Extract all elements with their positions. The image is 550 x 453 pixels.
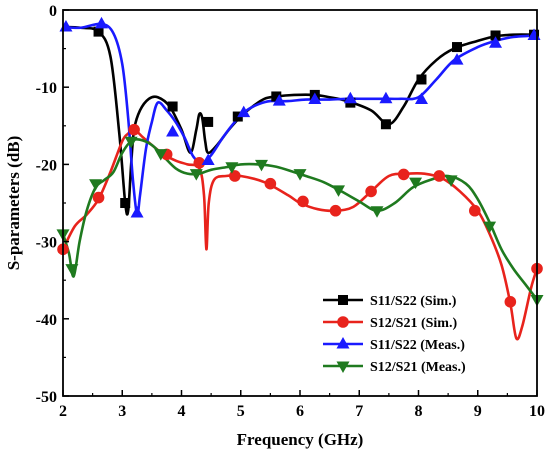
- data-point-2: [193, 157, 206, 169]
- series-markers-3: [59, 16, 541, 218]
- legend-swatch-marker: [338, 295, 348, 305]
- data-point-4: [293, 169, 307, 181]
- data-point-3: [130, 206, 144, 218]
- data-point-1: [93, 26, 104, 37]
- data-point-1: [167, 101, 178, 112]
- data-point-3: [343, 91, 357, 104]
- data-point-2: [365, 185, 377, 198]
- data-point-4: [65, 264, 79, 276]
- data-point-2: [128, 123, 140, 136]
- marker-layer: [56, 16, 544, 308]
- data-point-1: [380, 119, 391, 130]
- legend-swatch-marker: [336, 337, 350, 349]
- data-point-3: [95, 16, 109, 29]
- y-tick-label: -50: [36, 389, 57, 406]
- x-axis-title: Frequency (GHz): [237, 430, 364, 449]
- data-point-4: [189, 169, 203, 181]
- x-tick-label: 7: [355, 403, 363, 420]
- data-point-2: [397, 168, 410, 181]
- data-point-1: [416, 74, 427, 85]
- y-tick-label: -20: [36, 157, 57, 174]
- data-point-2: [468, 204, 481, 217]
- data-point-3: [201, 153, 215, 166]
- legend-label: S11/S22 (Sim.): [370, 294, 457, 309]
- data-point-1: [203, 116, 214, 127]
- data-point-3: [272, 94, 286, 106]
- data-point-2: [297, 195, 309, 208]
- legend-label: S12/S21 (Meas.): [370, 360, 466, 375]
- y-tick-label: -40: [36, 312, 57, 329]
- legend-label: S12/S21 (Sim.): [370, 316, 457, 331]
- x-tick-label: 3: [118, 403, 126, 420]
- x-tick-label: 4: [178, 403, 186, 420]
- series-line-3: [63, 22, 537, 217]
- data-point-3: [489, 36, 503, 48]
- legend-entry: S12/S21 (Meas.): [323, 360, 466, 375]
- y-tick-label: -30: [36, 235, 57, 252]
- x-tick-label: 8: [415, 403, 423, 420]
- legend-entry: S11/S22 (Meas.): [323, 337, 465, 353]
- data-point-4: [409, 177, 423, 190]
- series-markers-2: [57, 123, 543, 308]
- series-line-4: [63, 138, 537, 301]
- data-point-3: [308, 92, 322, 105]
- data-point-1: [120, 198, 131, 208]
- data-point-2: [433, 170, 446, 182]
- data-point-2: [229, 170, 241, 182]
- data-point-4: [154, 149, 168, 161]
- legend-label: S11/S22 (Meas.): [370, 338, 465, 353]
- x-tick-label: 6: [296, 403, 304, 420]
- data-point-1: [490, 30, 501, 41]
- data-point-1: [452, 42, 463, 53]
- x-tick-label: 5: [237, 403, 245, 420]
- legend-entry: S12/S21 (Sim.): [323, 316, 457, 331]
- data-point-2: [264, 177, 277, 190]
- data-point-3: [166, 124, 180, 137]
- data-point-3: [450, 53, 464, 65]
- x-tick-label: 2: [59, 403, 67, 420]
- x-tick-label: 9: [474, 403, 482, 420]
- legend: S11/S22 (Sim.) S12/S21 (Sim.) S11/S22 (Mea…: [323, 294, 466, 375]
- data-point-4: [483, 221, 497, 234]
- data-point-2: [92, 191, 105, 204]
- data-point-2: [329, 204, 342, 217]
- legend-swatch-marker: [336, 361, 350, 373]
- data-point-1: [271, 91, 282, 102]
- y-tick-label: 0: [49, 3, 57, 20]
- legend-swatch-marker: [337, 316, 349, 328]
- data-point-4: [444, 175, 458, 187]
- tick-layer: 2 3 4 5 6 7 8 9 10 0 -10 -20 -30 -40 -50: [36, 3, 545, 420]
- data-point-3: [379, 91, 393, 104]
- y-axis-title: S-parameters (dB): [4, 136, 23, 271]
- legend-entry: S11/S22 (Sim.): [323, 294, 457, 309]
- x-tick-label: 10: [529, 403, 545, 420]
- data-point-4: [124, 136, 138, 149]
- data-point-3: [237, 105, 251, 118]
- data-point-2: [504, 296, 517, 308]
- data-point-4: [254, 159, 268, 172]
- y-tick-label: -10: [36, 80, 57, 97]
- data-point-3: [414, 92, 428, 105]
- data-point-4: [225, 162, 239, 174]
- data-point-4: [370, 206, 384, 218]
- data-point-4: [89, 179, 103, 191]
- data-point-4: [332, 185, 346, 197]
